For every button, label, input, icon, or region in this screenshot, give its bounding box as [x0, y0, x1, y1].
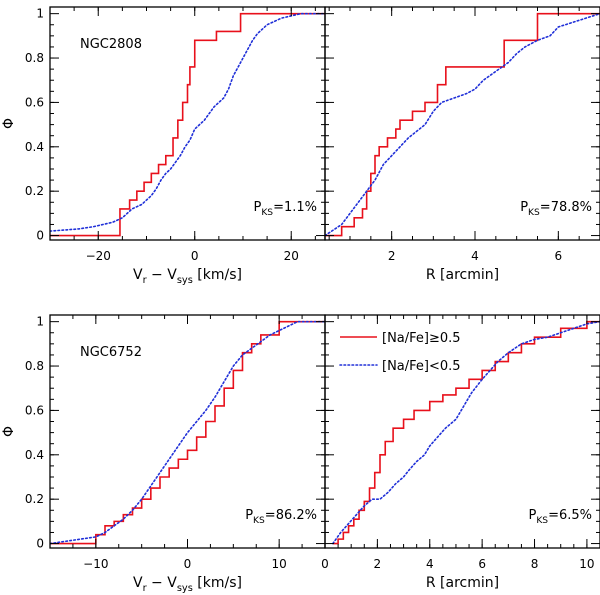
- x-tick-label: 10: [579, 557, 594, 571]
- cluster-label: NGC2808: [80, 37, 142, 52]
- y-tick-label: 0.8: [25, 359, 44, 373]
- x-axis-label: Vr​ − Vsys​ [km/s]: [133, 575, 242, 594]
- pks-value: PKS​=1.1%: [253, 200, 317, 218]
- series-na-rich-line: [50, 320, 325, 545]
- x-tick-label: 6: [555, 249, 563, 263]
- legend: [Na/Fe]≥0.5 [Na/Fe]<0.5: [339, 331, 461, 374]
- y-tick-label: 0: [36, 537, 44, 551]
- panel-ngc2808-velocity: −20 0 20 0 0.2 0.4 0.6 0.8 1 Vr​ − Vsys​ [km/s] Φ N…: [1, 6, 326, 286]
- series-na-poor-line: [325, 12, 600, 237]
- x-tick-label: 0: [191, 249, 199, 263]
- x-tick-label: 8: [531, 557, 539, 571]
- y-tick-label: 0: [36, 229, 44, 243]
- pks-value: PKS​=6.5%: [528, 508, 592, 526]
- series-na-rich-line: [332, 320, 600, 545]
- plot-frame: [324, 6, 600, 241]
- y-tick-label: 0.4: [25, 448, 44, 462]
- x-tick-label: 0: [321, 557, 329, 571]
- x-axis-label: R [arcmin]: [426, 267, 499, 283]
- x-tick-label: 10: [272, 557, 287, 571]
- panel-ngc2808-radius: 2 4 6 R [arcmin] PKS​=78.8%: [324, 6, 600, 283]
- plot-frame: [324, 314, 600, 549]
- y-tick-label: 1: [36, 315, 44, 329]
- y-tick-label: 0.2: [25, 184, 44, 198]
- series-na-poor-line: [332, 320, 600, 545]
- x-axis-label: R [arcmin]: [426, 575, 499, 591]
- legend-red-label: [Na/Fe]≥0.5: [382, 331, 461, 346]
- pks-value: PKS​=78.8%: [520, 200, 592, 218]
- series-na-poor-line: [50, 320, 325, 545]
- series-na-rich-line: [325, 12, 600, 237]
- x-tick-label: 2: [374, 557, 382, 571]
- x-tick-label: 2: [388, 249, 396, 263]
- pks-value: PKS​=86.2%: [245, 508, 317, 526]
- legend-blue-label: [Na/Fe]<0.5: [382, 359, 461, 374]
- y-tick-label: 0.4: [25, 140, 44, 154]
- y-tick-label: 0.8: [25, 51, 44, 65]
- y-tick-label: 0.6: [25, 403, 44, 417]
- series-na-poor-line: [50, 12, 325, 232]
- x-tick-label: 6: [478, 557, 486, 571]
- y-axis-label: Φ: [1, 118, 17, 129]
- panel-ngc6752-radius: 0 2 4 6 8 10 R [arcmin] PKS​=6.5%: [321, 314, 600, 591]
- panel-ngc6752-velocity: −10 0 10 0 0.2 0.4 0.6 0.8 1 Vr​ − Vsys​ [km/s] Φ N…: [1, 314, 326, 594]
- y-tick-label: 0.2: [25, 492, 44, 506]
- x-tick-label: 4: [471, 249, 479, 263]
- x-tick-label: 4: [426, 557, 434, 571]
- x-tick-label: −10: [83, 557, 108, 571]
- x-axis-label: Vr​ − Vsys​ [km/s]: [133, 267, 242, 286]
- y-tick-label: 1: [36, 7, 44, 21]
- series-na-rich-line: [50, 12, 325, 237]
- x-tick-label: 0: [184, 557, 192, 571]
- x-tick-label: −20: [86, 249, 111, 263]
- x-tick-label: 20: [284, 249, 299, 263]
- cluster-label: NGC6752: [80, 345, 142, 360]
- y-axis-label: Φ: [1, 426, 17, 437]
- y-tick-label: 0.6: [25, 95, 44, 109]
